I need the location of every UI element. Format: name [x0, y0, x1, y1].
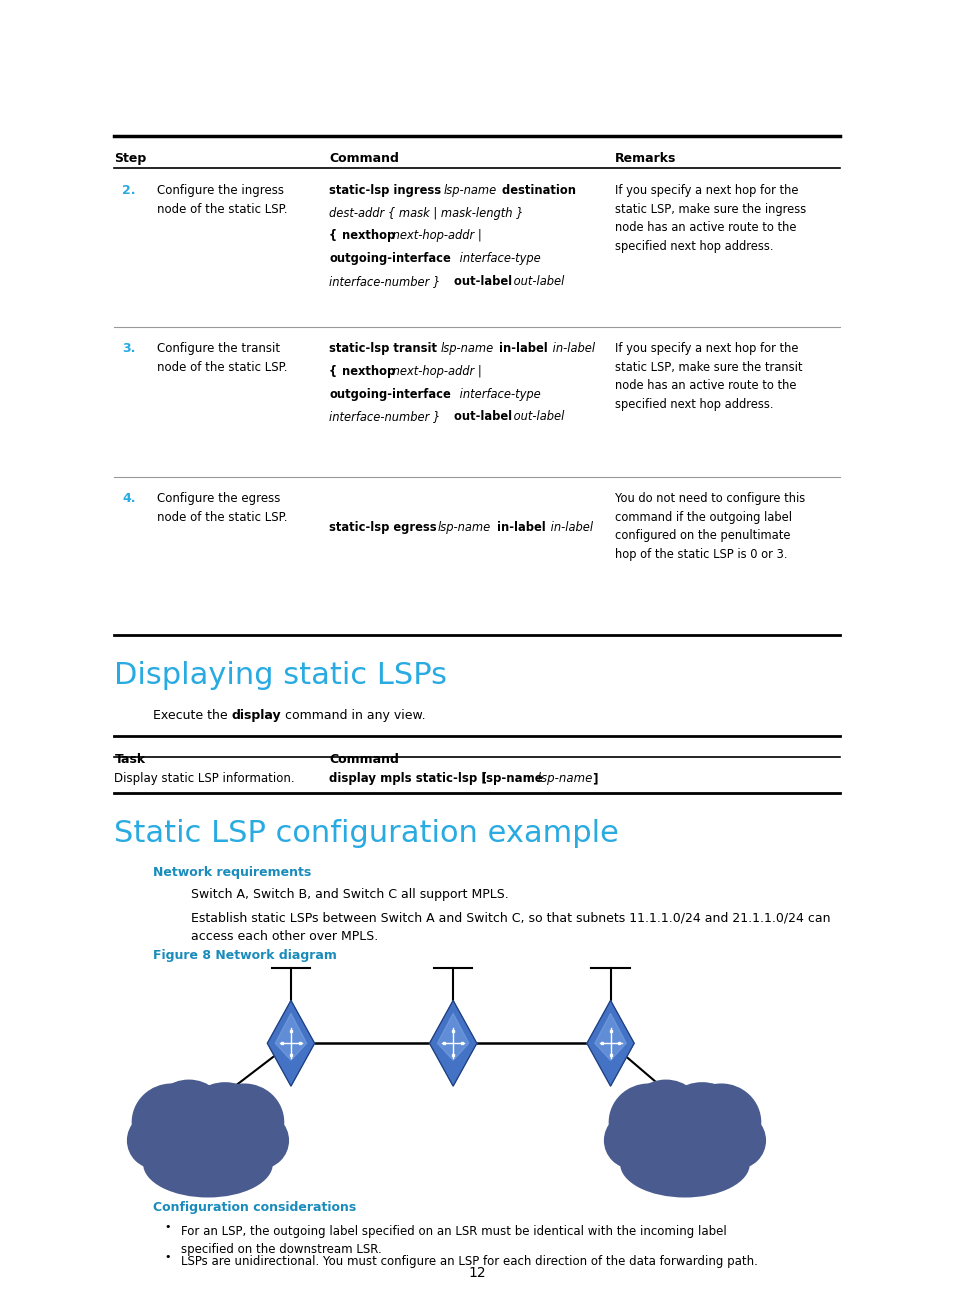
Text: out-label: out-label	[450, 275, 512, 288]
Text: 12: 12	[468, 1266, 485, 1280]
Text: 2.: 2.	[122, 184, 135, 197]
Text: in-label: in-label	[495, 342, 547, 355]
Text: Configure the ingress
node of the static LSP.: Configure the ingress node of the static…	[157, 184, 288, 216]
Polygon shape	[429, 1001, 476, 1086]
Ellipse shape	[232, 1112, 289, 1169]
Text: {: {	[329, 365, 341, 378]
Text: next-hop-addr |: next-hop-addr |	[389, 229, 481, 242]
Text: outgoing-interface: outgoing-interface	[329, 388, 451, 400]
Text: Remarks: Remarks	[615, 152, 676, 165]
Text: interface-number }: interface-number }	[329, 275, 440, 288]
Polygon shape	[595, 1013, 625, 1060]
Text: interface-number }: interface-number }	[329, 410, 440, 424]
Text: display mpls static-lsp [: display mpls static-lsp [	[329, 772, 491, 785]
Text: Static LSP configuration example: Static LSP configuration example	[114, 819, 618, 848]
Ellipse shape	[132, 1083, 212, 1161]
Ellipse shape	[629, 1080, 701, 1144]
Text: For an LSP, the outgoing label specified on an LSR must be identical with the in: For an LSP, the outgoing label specified…	[181, 1225, 726, 1256]
Text: static-lsp egress: static-lsp egress	[329, 521, 440, 534]
Text: Command: Command	[329, 753, 398, 766]
Text: command in any view.: command in any view.	[281, 709, 426, 722]
Ellipse shape	[680, 1083, 760, 1161]
Text: out-label: out-label	[510, 275, 564, 288]
Text: •: •	[164, 1222, 171, 1232]
Ellipse shape	[127, 1112, 184, 1169]
Text: 3.: 3.	[122, 342, 135, 355]
Text: Configure the egress
node of the static LSP.: Configure the egress node of the static …	[157, 492, 288, 525]
Polygon shape	[267, 1001, 314, 1086]
Ellipse shape	[613, 1094, 756, 1192]
Text: in-label: in-label	[548, 342, 594, 355]
Ellipse shape	[187, 1082, 263, 1147]
Text: You do not need to configure this
command if the outgoing label
configured on th: You do not need to configure this comman…	[615, 492, 804, 561]
Text: Establish static LSPs between Switch A and Switch C, so that subnets 11.1.1.0/24: Establish static LSPs between Switch A a…	[191, 911, 829, 942]
Text: Configuration considerations: Configuration considerations	[152, 1201, 355, 1214]
Text: lsp-name: lsp-name	[443, 184, 497, 197]
Polygon shape	[274, 1013, 306, 1060]
Text: nexthop: nexthop	[342, 229, 395, 242]
Text: {: {	[329, 229, 341, 242]
Text: out-label: out-label	[510, 410, 564, 424]
Text: lsp-name: lsp-name	[440, 342, 494, 355]
Text: •: •	[164, 1252, 171, 1262]
Text: If you specify a next hop for the
static LSP, make sure the ingress
node has an : If you specify a next hop for the static…	[615, 184, 805, 253]
Text: display: display	[232, 709, 281, 722]
Text: Displaying static LSPs: Displaying static LSPs	[114, 661, 447, 689]
Text: interface-type: interface-type	[456, 253, 540, 266]
Ellipse shape	[663, 1082, 740, 1147]
Text: next-hop-addr |: next-hop-addr |	[389, 365, 481, 378]
Text: lsp-name: lsp-name	[481, 772, 542, 785]
Text: outgoing-interface: outgoing-interface	[329, 253, 451, 266]
Text: out-label: out-label	[450, 410, 512, 424]
Text: Step: Step	[114, 152, 147, 165]
Text: in-label: in-label	[493, 521, 545, 534]
Polygon shape	[586, 1001, 634, 1086]
Text: 4.: 4.	[122, 492, 135, 505]
Polygon shape	[436, 1013, 469, 1060]
Text: Figure 8 Network diagram: Figure 8 Network diagram	[152, 949, 336, 962]
Text: nexthop: nexthop	[342, 365, 395, 378]
Text: lsp-name: lsp-name	[437, 521, 491, 534]
Text: interface-type: interface-type	[456, 388, 540, 400]
Ellipse shape	[152, 1080, 225, 1144]
Text: static-lsp transit: static-lsp transit	[329, 342, 440, 355]
Text: Execute the: Execute the	[152, 709, 231, 722]
Text: ]: ]	[588, 772, 598, 785]
Text: destination: destination	[497, 184, 576, 197]
Text: Configure the transit
node of the static LSP.: Configure the transit node of the static…	[157, 342, 288, 375]
Ellipse shape	[204, 1083, 284, 1161]
Text: in-label: in-label	[546, 521, 592, 534]
Text: dest-addr { mask | mask-length }: dest-addr { mask | mask-length }	[329, 207, 523, 220]
Ellipse shape	[143, 1130, 273, 1198]
Text: LSPs are unidirectional. You must configure an LSP for each direction of the dat: LSPs are unidirectional. You must config…	[181, 1255, 758, 1267]
Text: Display static LSP information.: Display static LSP information.	[114, 772, 294, 785]
Text: static-lsp ingress: static-lsp ingress	[329, 184, 445, 197]
Ellipse shape	[603, 1112, 660, 1169]
Text: Network requirements: Network requirements	[152, 866, 311, 879]
Ellipse shape	[136, 1094, 279, 1192]
Text: Switch A, Switch B, and Switch C all support MPLS.: Switch A, Switch B, and Switch C all sup…	[191, 888, 508, 901]
Text: lsp-name: lsp-name	[534, 772, 592, 785]
Text: Task: Task	[114, 753, 146, 766]
Text: If you specify a next hop for the
static LSP, make sure the transit
node has an : If you specify a next hop for the static…	[615, 342, 802, 411]
Ellipse shape	[708, 1112, 765, 1169]
Ellipse shape	[608, 1083, 688, 1161]
Text: Command: Command	[329, 152, 398, 165]
Ellipse shape	[619, 1130, 749, 1198]
